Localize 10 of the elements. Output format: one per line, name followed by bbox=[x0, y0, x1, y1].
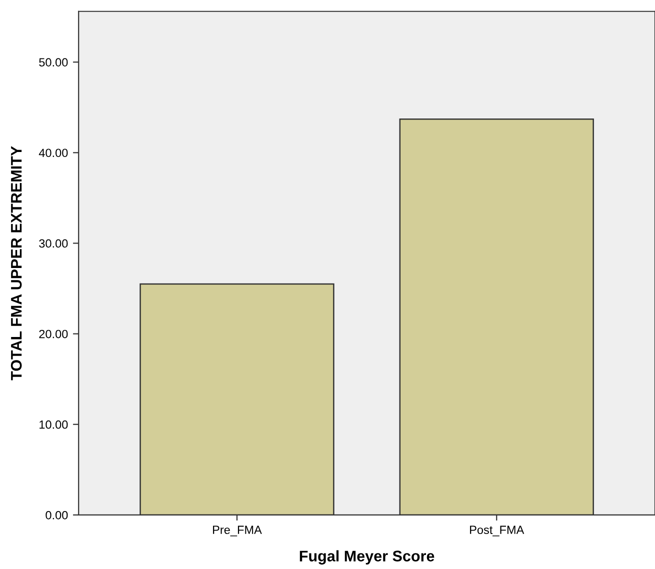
x-tick-label: Pre_FMA bbox=[213, 526, 262, 536]
y-tick-label: 40.00 bbox=[38, 148, 68, 158]
y-tick-label: 50.00 bbox=[39, 58, 68, 66]
y-axis-title: TOTAL FMA UPPER EXTREMITY bbox=[10, 146, 22, 380]
y-tick-label: 10.00 bbox=[40, 420, 68, 429]
x-axis-title: Fugal Meyer Score bbox=[300, 550, 434, 565]
y-tick-label: 30.00 bbox=[39, 239, 68, 248]
x-tick-label: Post_FMA bbox=[470, 526, 524, 536]
y-tick-label: 0.00 bbox=[46, 510, 68, 520]
y-tick-label: 20.00 bbox=[39, 330, 68, 338]
